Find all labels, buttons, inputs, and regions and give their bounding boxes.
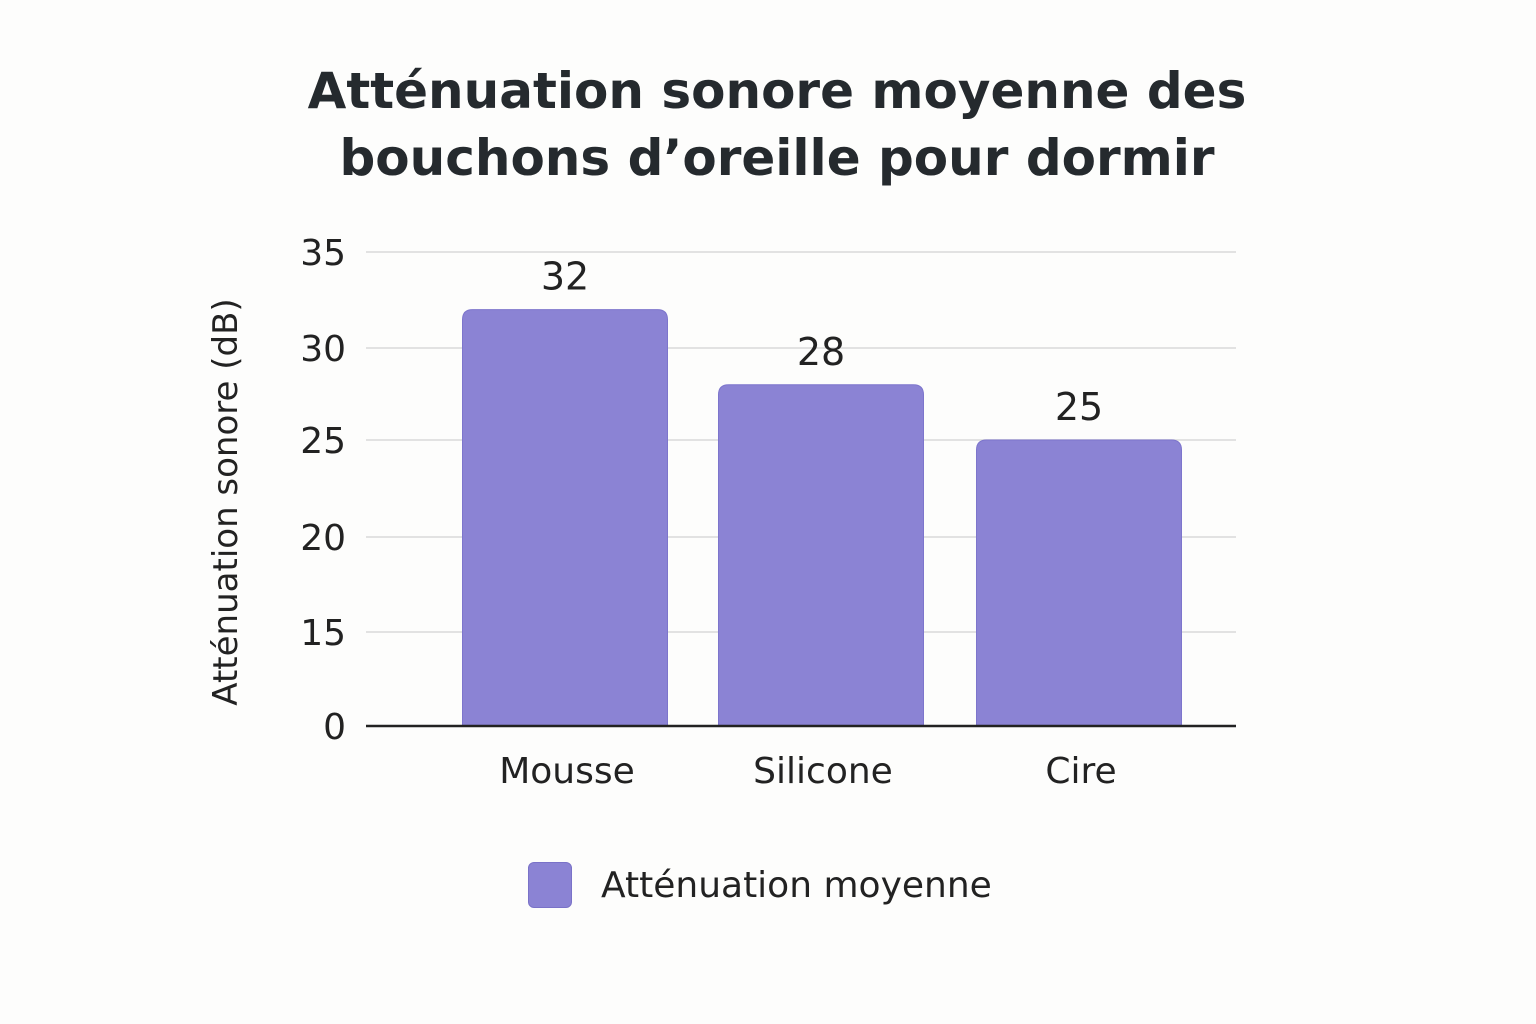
y-tick-label: 15 — [300, 613, 346, 654]
data-labels: 32 28 25 — [541, 255, 1103, 429]
data-label: 28 — [797, 330, 845, 374]
bar-silicone — [718, 384, 924, 727]
bar-cire — [976, 439, 1182, 727]
x-tick-label: Cire — [1045, 751, 1116, 792]
chart-title-line-2: bouchons d’oreille pour dormir — [339, 129, 1215, 187]
bars — [462, 309, 1182, 727]
y-tick-label: 20 — [300, 518, 346, 559]
data-label: 32 — [541, 255, 589, 299]
y-axis-label: Atténuation sonore (dB) — [206, 298, 246, 705]
legend: Atténuation moyenne — [528, 862, 992, 908]
x-tick-labels: Mousse Silicone Cire — [499, 751, 1116, 792]
x-tick-label: Mousse — [499, 751, 635, 792]
y-tick-label: 0 — [323, 707, 346, 748]
chart-title: Atténuation sonore moyenne des bouchons … — [0, 58, 1536, 192]
y-tick-labels: 0 15 20 25 30 35 — [300, 233, 346, 748]
legend-label: Atténuation moyenne — [601, 864, 992, 906]
data-label: 25 — [1055, 385, 1103, 429]
legend-swatch — [528, 862, 572, 908]
bar-mousse — [462, 309, 668, 727]
y-tick-label: 35 — [300, 233, 346, 274]
chart-title-line-1: Atténuation sonore moyenne des — [307, 62, 1247, 120]
y-tick-label: 30 — [300, 329, 346, 370]
x-tick-label: Silicone — [753, 751, 893, 792]
y-tick-label: 25 — [300, 421, 346, 462]
